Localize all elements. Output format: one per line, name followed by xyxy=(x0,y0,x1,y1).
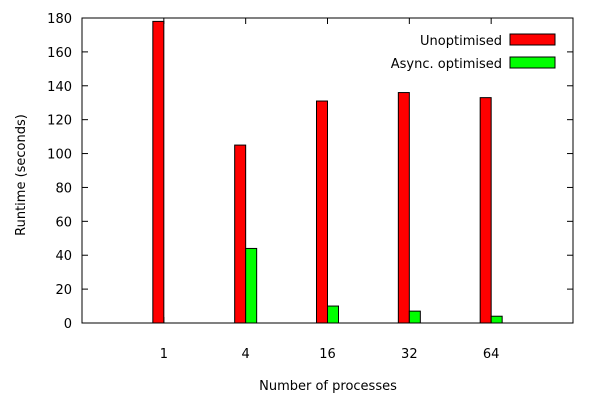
plot-area: 0 20 40 60 80 100 120 140 160 180 1 4 16 32 64 Unoptimi… xyxy=(47,12,574,362)
legend-swatch-0 xyxy=(509,33,556,46)
x-tick-label-32: 32 xyxy=(401,347,418,362)
x-tick-label-1: 1 xyxy=(160,347,168,362)
y-tick-label: 40 xyxy=(55,249,72,264)
y-tick-label: 120 xyxy=(47,114,72,129)
y-tick-label: 100 xyxy=(47,148,72,163)
bar-unoptimised-16 xyxy=(316,100,328,324)
y-tick-label: 20 xyxy=(55,283,72,298)
bar-unoptimised-1 xyxy=(152,20,165,324)
bar-async-optimised-4 xyxy=(245,247,258,324)
x-axis-label: Number of processes xyxy=(259,379,397,394)
y-axis-label: Runtime (seconds) xyxy=(14,114,29,236)
y-tick-label: 60 xyxy=(55,215,72,230)
x-tick-label-64: 64 xyxy=(483,347,500,362)
bar-unoptimised-64 xyxy=(479,97,492,324)
bar-unoptimised-4 xyxy=(234,144,247,324)
legend-label-0: Unoptimised xyxy=(420,34,502,49)
legend-label-1: Async. optimised xyxy=(391,57,502,72)
x-tick-label-16: 16 xyxy=(319,347,336,362)
y-tick-label: 180 xyxy=(47,12,72,27)
bar-async-optimised-16 xyxy=(327,305,339,324)
legend-swatch-1 xyxy=(509,56,556,69)
y-tick-label: 160 xyxy=(47,46,72,61)
bar-unoptimised-32 xyxy=(397,92,410,324)
bar-async-optimised-32 xyxy=(408,310,421,324)
x-tick-label-4: 4 xyxy=(242,347,250,362)
bar-async-optimised-64 xyxy=(490,315,503,324)
y-tick-label: 140 xyxy=(47,80,72,95)
y-tick-label: 0 xyxy=(64,317,72,332)
y-tick-label: 80 xyxy=(55,181,72,196)
